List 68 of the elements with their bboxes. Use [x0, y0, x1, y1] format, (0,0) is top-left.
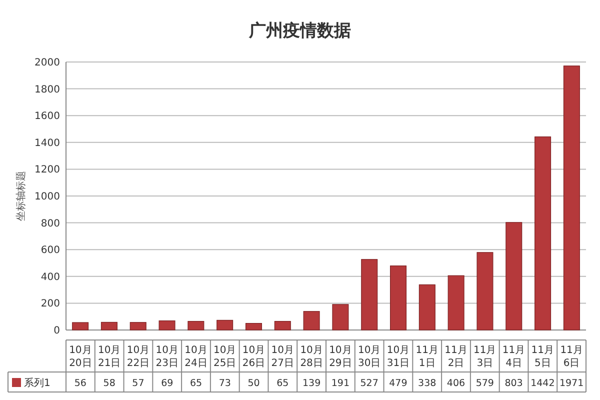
data-label: 479 — [389, 378, 408, 389]
x-tick-label: 10月23日 — [156, 345, 178, 369]
y-tick-label: 200 — [40, 298, 60, 310]
x-tick-label: 10月21日 — [98, 345, 121, 369]
bar — [418, 284, 436, 330]
bar — [448, 275, 464, 330]
bar — [245, 323, 262, 330]
data-label: 1971 — [559, 378, 584, 389]
bar — [72, 322, 89, 330]
x-tick-label: 10月26日 — [242, 345, 266, 369]
bar — [563, 66, 580, 330]
data-label: 56 — [74, 378, 86, 389]
y-tick-label: 1800 — [34, 84, 60, 96]
y-tick-label: 1600 — [34, 111, 60, 122]
y-tick-label: 2000 — [34, 58, 60, 68]
x-tick-label: 10月27日 — [271, 345, 294, 369]
y-tick-label: 1000 — [34, 192, 60, 202]
bar — [332, 304, 349, 330]
data-label: 338 — [418, 378, 436, 389]
data-label: 57 — [132, 378, 144, 389]
x-tick-label: 11月1日 — [416, 345, 438, 369]
x-tick-label: 10月29日 — [329, 345, 352, 369]
bar — [476, 252, 494, 330]
data-label: 65 — [190, 378, 202, 389]
x-tick-label: 11月4日 — [502, 345, 526, 369]
bar — [361, 259, 378, 330]
y-tick-label: 400 — [40, 272, 60, 283]
bar — [100, 322, 118, 330]
bar — [216, 320, 234, 330]
data-label: 73 — [218, 378, 231, 389]
x-tick-label: 11月2日 — [444, 345, 468, 369]
x-tick-label: 11月3日 — [474, 345, 496, 369]
data-label: 139 — [302, 378, 321, 389]
bar — [274, 320, 291, 330]
bar — [390, 266, 407, 330]
data-label: 191 — [331, 378, 350, 389]
bar — [188, 320, 204, 330]
data-label: 803 — [504, 378, 523, 389]
y-tick-label: 1400 — [34, 138, 60, 149]
data-label: 69 — [161, 378, 174, 389]
legend-label: 系列1 — [24, 377, 50, 389]
data-label: 579 — [476, 378, 494, 389]
x-tick-label: 10月20日 — [69, 345, 92, 369]
y-tick-label: 0 — [54, 326, 60, 336]
data-label: 1442 — [530, 378, 555, 389]
bar — [303, 311, 320, 330]
x-tick-label: 11月5日 — [531, 345, 554, 369]
data-label: 406 — [446, 378, 466, 389]
x-tick-label: 10月25日 — [214, 345, 236, 369]
y-tick-label: 1200 — [34, 164, 60, 176]
y-tick-label: 600 — [40, 245, 60, 256]
x-tick-label: 10月22日 — [126, 345, 150, 369]
bar — [158, 320, 176, 330]
y-tick-label: 800 — [40, 218, 60, 230]
x-tick-label: 10月30日 — [358, 345, 381, 369]
bar — [534, 136, 552, 330]
data-label: 527 — [360, 378, 378, 389]
x-tick-label: 11月6日 — [560, 345, 583, 369]
x-tick-label: 10月31日 — [386, 345, 410, 369]
data-label: 65 — [276, 378, 289, 389]
x-tick-label: 10月24日 — [184, 345, 208, 369]
bar — [506, 222, 522, 330]
y-axis-title: 坐标轴标题 — [15, 171, 27, 221]
bar — [130, 322, 146, 330]
data-label: 58 — [103, 378, 116, 389]
x-tick-label: 10月28日 — [300, 345, 323, 369]
chart-title: 广州疫情数据 — [248, 21, 351, 41]
data-label: 50 — [248, 378, 260, 389]
